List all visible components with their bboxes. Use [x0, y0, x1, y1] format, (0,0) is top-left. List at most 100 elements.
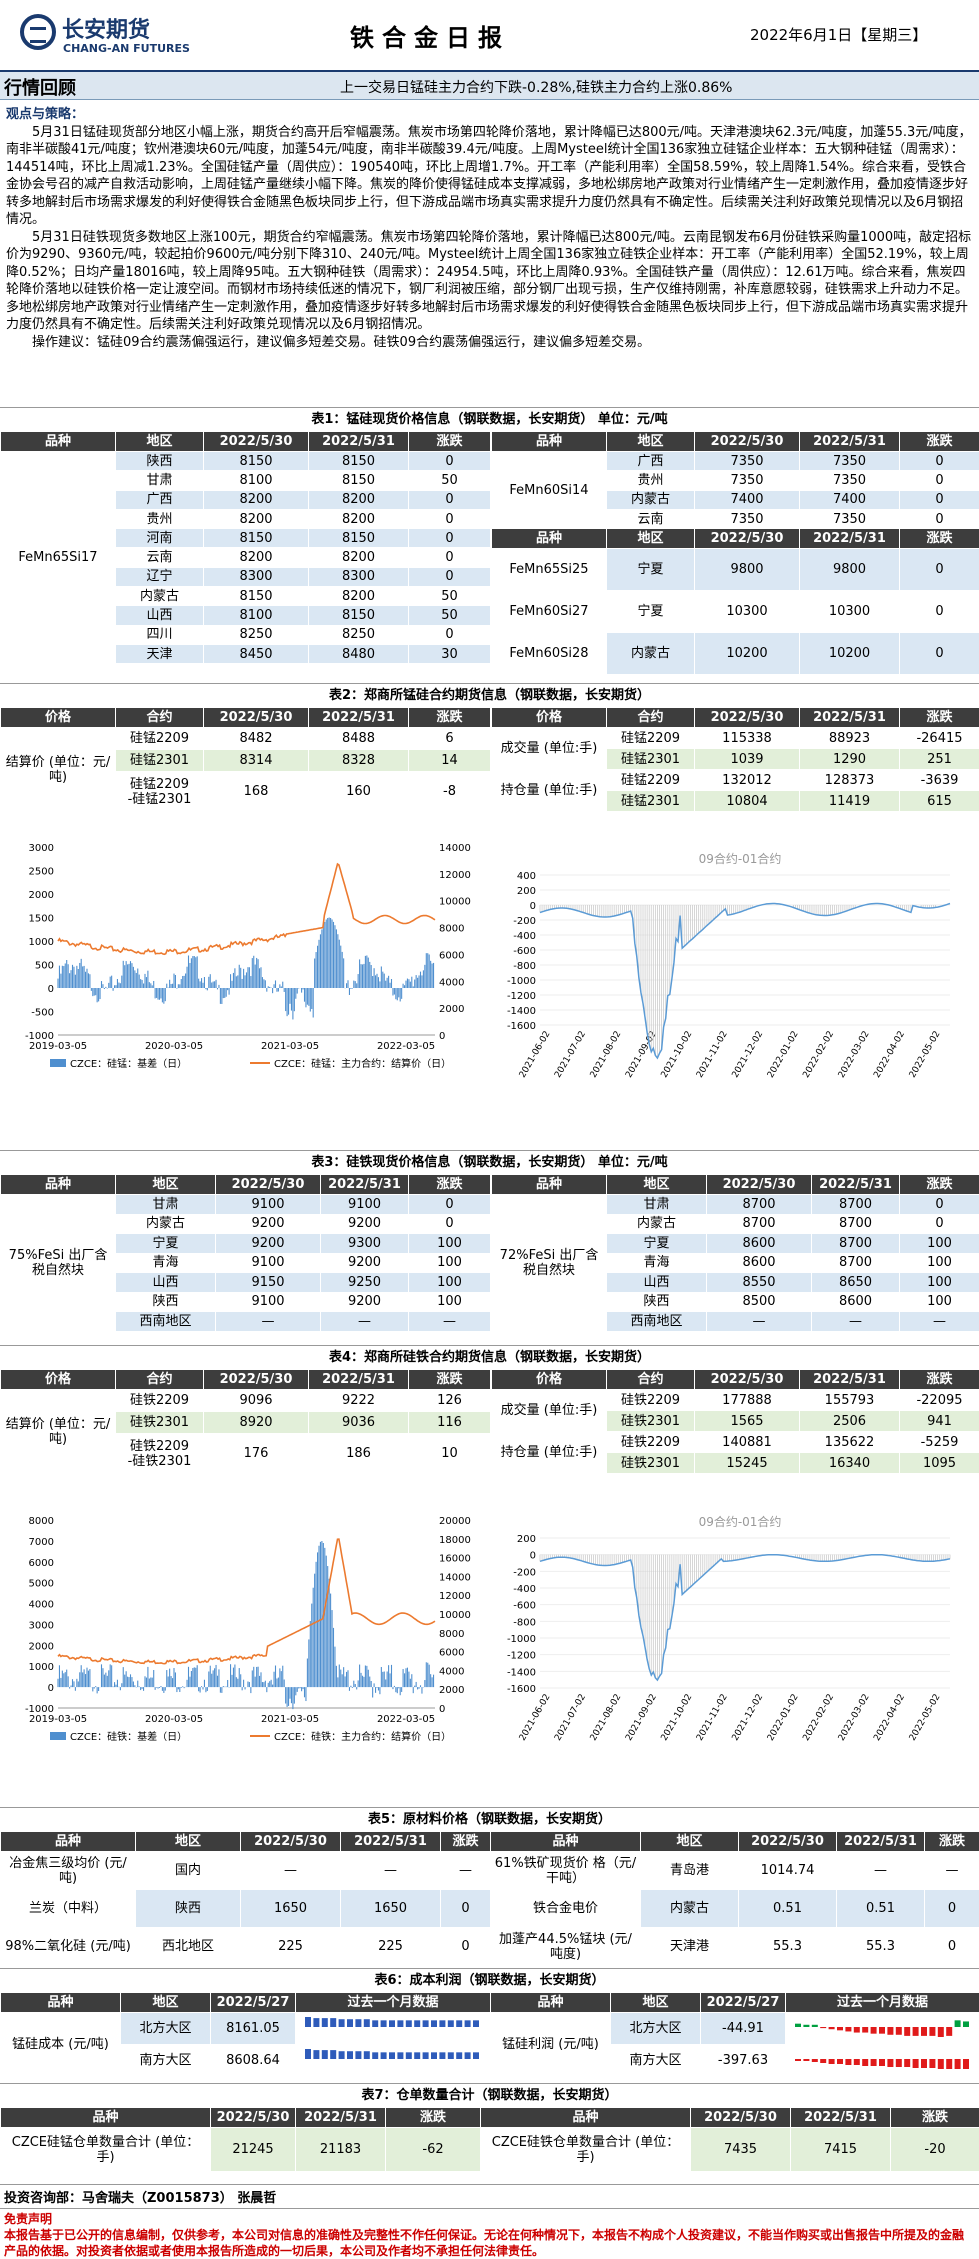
data-table: 品种 地区 2022/5/30 2022/5/31 涨跌 FeMn65Si17 陕西 8150…: [0, 431, 491, 665]
table-header-cell: 涨跌: [899, 707, 979, 728]
table-row: 硅铁2301 1565 2506 941: [492, 1410, 979, 1432]
spark-bar: [389, 2019, 395, 2027]
table-cell: 9300: [320, 1233, 409, 1254]
chart-title: 09合约-01合约: [699, 851, 782, 866]
table-cell: 128373: [799, 769, 900, 791]
x-tick: 2020-03-05: [145, 1714, 203, 1725]
table-cell: —: [240, 1851, 341, 1890]
table-header-cell: 价格: [0, 1369, 116, 1390]
table-header-cell: 涨跌: [385, 2107, 481, 2128]
table-cell: 0.51: [836, 1889, 925, 1928]
market-review-bar: 行情回顾 上一交易日锰硅主力合约下跌-0.28%,硅铁主力合约上涨0.86%: [0, 72, 979, 100]
table-cell: 8200: [308, 489, 409, 510]
y-tick-right: 6000: [439, 1648, 464, 1659]
table-cell: 115338: [694, 727, 800, 749]
table-cell: 10804: [694, 790, 800, 812]
table-header-cell: 合约: [606, 1369, 695, 1390]
y-tick-right: 2000: [439, 1685, 464, 1696]
spread-line: [539, 1553, 951, 1682]
table-cell: 8250: [308, 624, 409, 645]
table-cell: 225: [340, 1927, 441, 1966]
spark-bar: [330, 2017, 337, 2027]
table-cell: 0: [408, 1213, 491, 1234]
table-header-cell: 2022/5/30: [690, 2107, 791, 2128]
spark-bar: [912, 2058, 919, 2068]
market-review-label: 行情回顾: [4, 78, 76, 99]
y-tick-right: 2000: [439, 1004, 464, 1015]
table-cell: 8700: [811, 1233, 900, 1254]
table-cell: 10200: [694, 632, 800, 676]
table-cell: 8650: [811, 1272, 900, 1293]
table-cell: 硅锰2301: [606, 748, 695, 770]
table-cell: 河南: [115, 528, 204, 549]
x-tick: 2022-04-02: [872, 1693, 907, 1743]
data-table: 品种 2022/5/30 2022/5/31 涨跌 品种 2022/5/30 2022/5/…: [0, 2107, 979, 2172]
legend-basis-swatch: [50, 1732, 66, 1740]
table-cell: 21183: [295, 2127, 386, 2172]
market-review-text: 上一交易日锰硅主力合约下跌-0.28%,硅铁主力合约上涨0.86%: [340, 80, 733, 96]
table-cell: 硅锰2209: [115, 727, 204, 750]
spark-bar: [828, 2026, 835, 2029]
table-cell: 广西: [115, 489, 204, 510]
x-tick: 2022-05-02: [908, 1030, 943, 1080]
table-cell: 宁夏: [606, 1233, 707, 1254]
table-cell: 0: [899, 1194, 979, 1215]
table-cell: 7350: [799, 470, 900, 491]
table-header-cell: 2022/5/31: [320, 1174, 409, 1195]
vol-label: 成交量 (单位:手): [491, 1389, 607, 1432]
table-row: 陕西 8500 8600 100: [492, 1291, 979, 1312]
x-tick: 2022-04-02: [872, 1030, 907, 1080]
table-row: 持仓量 (单位:手) 硅铁2209 140881 135622 -5259: [491, 1431, 979, 1474]
oi-label: 持仓量 (单位:手): [491, 1431, 607, 1474]
table-cell: —: [811, 1311, 900, 1332]
table-header-cell: 2022/5/31: [308, 431, 409, 452]
spark-bar: [431, 2051, 437, 2059]
table-header-cell: 2022/5/30: [203, 1369, 309, 1390]
table-cell: 8200: [308, 586, 409, 607]
table-cell: 9036: [308, 1411, 409, 1434]
y-tick-left: 2000: [29, 1641, 54, 1652]
table-title: 表1：锰硅现货价格信息（钢联数据，长安期货） 单位：元/吨: [0, 407, 979, 431]
y-tick: 200: [517, 1534, 536, 1545]
table-cell: 内蒙古: [606, 632, 695, 676]
spark-bar: [456, 2019, 463, 2027]
table-cell: 155793: [799, 1389, 900, 1411]
table-cell: 0: [899, 450, 979, 472]
table-header-cell: 涨跌: [408, 707, 491, 728]
y-tick: -600: [513, 946, 536, 957]
y-tick: 0: [530, 901, 536, 912]
table-row: 98%二氧化硅 (元/吨) 西北地区 225 225 0 加蓬产44.5%锰块 (元/吨度…: [0, 1927, 979, 1966]
table-cell: 15245: [694, 1452, 800, 1474]
table-cell: 0: [899, 508, 979, 530]
table-cell: -8: [408, 771, 491, 812]
table-cell: 8608.64: [210, 2044, 296, 2077]
x-tick: 2021-08-02: [589, 1693, 624, 1743]
y-tick: -1200: [507, 1651, 536, 1662]
table-header-cell: 2022/5/31: [799, 528, 900, 550]
table-cell: 100: [408, 1272, 491, 1293]
table-cell: 8150: [203, 450, 309, 472]
table-cell: 兰炭（中料）: [0, 1889, 136, 1928]
table-cell: 11419: [799, 790, 900, 812]
company-name-en: CHANG-AN FUTURES: [63, 42, 190, 55]
table-title: 表3：硅铁现货价格信息（钢联数据，长安期货） 单位：元/吨: [0, 1150, 979, 1174]
table-cell: 8328: [308, 749, 409, 772]
table-header-cell: 涨跌: [408, 1369, 491, 1390]
table-cell: 8600: [811, 1291, 900, 1312]
x-tick: 2021-10-02: [660, 1693, 695, 1743]
strategy-section: 观点与策略： 5月31日锰硅现货部分地区小幅上涨，期货合约高开后窄幅震荡。焦炭市…: [0, 102, 979, 429]
table-header-cell: 涨跌: [899, 528, 979, 550]
spark-bar: [422, 2051, 429, 2059]
table-cell: 南方大区: [610, 2044, 701, 2077]
table-row: 山西 8550 8650 100: [492, 1272, 979, 1293]
spark-bar: [819, 2058, 826, 2063]
variety-label: FeMn65Si17: [0, 450, 116, 665]
y-tick-left: 3000: [29, 1620, 54, 1631]
price-line: [57, 1538, 436, 1665]
table-cell: 硅锰2209: [606, 769, 695, 791]
table-row: 75%FeSi 出厂含税自然块 甘肃 9100 9100 0: [0, 1194, 491, 1332]
table-cell: 9100: [215, 1252, 321, 1273]
spark-bar: [903, 2058, 910, 2067]
y-tick-right: 0: [439, 1704, 445, 1715]
table-cell: 132012: [694, 769, 800, 791]
